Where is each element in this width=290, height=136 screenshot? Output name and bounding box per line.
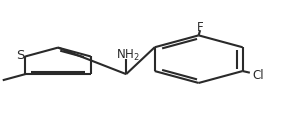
Text: NH$_2$: NH$_2$	[116, 47, 139, 63]
Text: Cl: Cl	[253, 69, 264, 82]
Text: F: F	[197, 21, 203, 34]
Text: S: S	[16, 49, 24, 62]
